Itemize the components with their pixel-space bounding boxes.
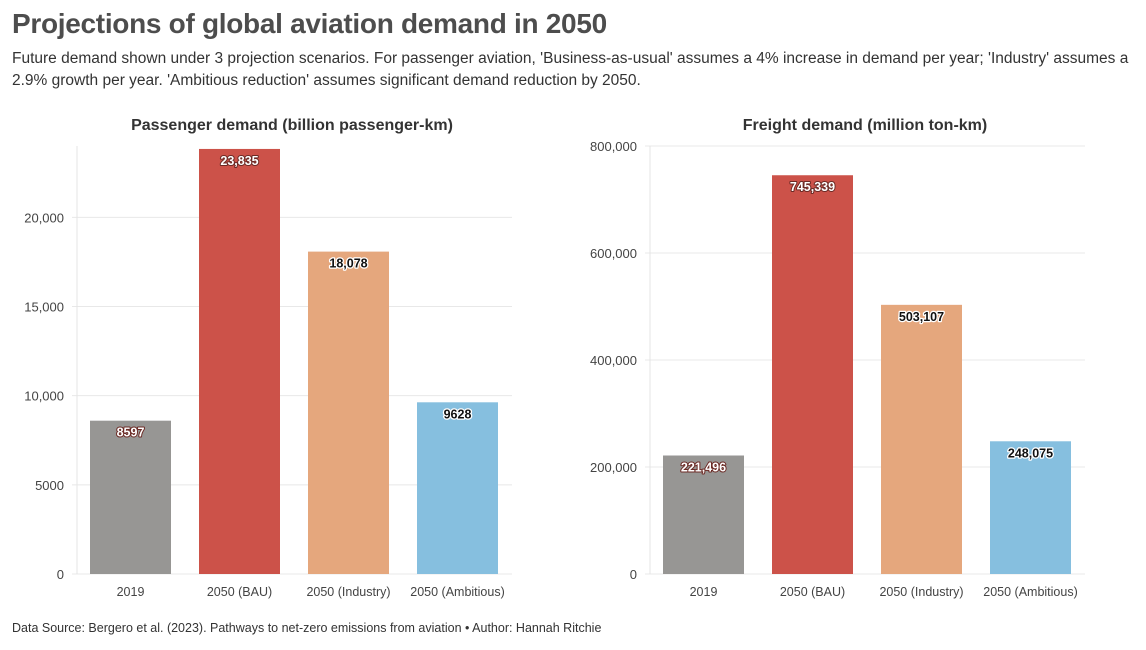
data-label: 503,107 [899, 310, 944, 324]
x-tick-label: 2019 [690, 585, 718, 599]
y-tick-label: 15,000 [24, 300, 64, 315]
y-tick-label: 600,000 [590, 246, 637, 261]
chart-title: Projections of global aviation demand in… [12, 8, 607, 39]
y-tick-label: 20,000 [24, 210, 64, 225]
bar-2050-industry- [308, 251, 389, 574]
x-tick-label: 2050 (Industry) [306, 585, 390, 599]
y-tick-label: 5000 [35, 478, 64, 493]
panel-title: Passenger demand (billion passenger-km) [131, 117, 453, 134]
x-tick-label: 2050 (Ambitious) [410, 585, 505, 599]
data-label: 18,078 [329, 257, 367, 271]
x-tick-label: 2050 (BAU) [207, 585, 272, 599]
y-tick-label: 200,000 [590, 460, 637, 475]
x-tick-label: 2050 (Industry) [879, 585, 963, 599]
data-label: 745,339 [790, 180, 835, 194]
bar-2019 [90, 420, 171, 574]
y-tick-label: 0 [630, 567, 637, 582]
data-label: 9628 [444, 407, 472, 421]
y-tick-label: 10,000 [24, 389, 64, 404]
data-label: 221,496 [681, 460, 726, 474]
x-tick-label: 2050 (Ambitious) [983, 585, 1078, 599]
chart-subtitle: Future demand shown under 3 projection s… [12, 50, 1129, 89]
y-tick-label: 400,000 [590, 353, 637, 368]
data-label: 8597 [117, 426, 145, 440]
bar-2050-bau- [199, 148, 280, 574]
x-tick-label: 2019 [117, 585, 145, 599]
data-label: 248,075 [1008, 446, 1053, 460]
bar-2050-ambitious- [990, 441, 1071, 574]
bar-2050-ambitious- [417, 402, 498, 574]
bar-2019 [663, 455, 744, 574]
chart-panel-0: Passenger demand (billion passenger-km) 0… [24, 117, 512, 599]
bar-2050-bau- [772, 175, 853, 574]
chart-panel-1: Freight demand (million ton-km) 0 200,000 4… [590, 117, 1085, 599]
bar-2050-industry- [881, 304, 962, 574]
source-footer: Data Source: Bergero et al. (2023). Path… [12, 621, 602, 635]
x-tick-label: 2050 (BAU) [780, 585, 845, 599]
data-label: 23,835 [220, 154, 258, 168]
panel-title: Freight demand (million ton-km) [743, 117, 987, 134]
y-tick-label: 0 [57, 567, 64, 582]
y-tick-label: 800,000 [590, 139, 637, 154]
